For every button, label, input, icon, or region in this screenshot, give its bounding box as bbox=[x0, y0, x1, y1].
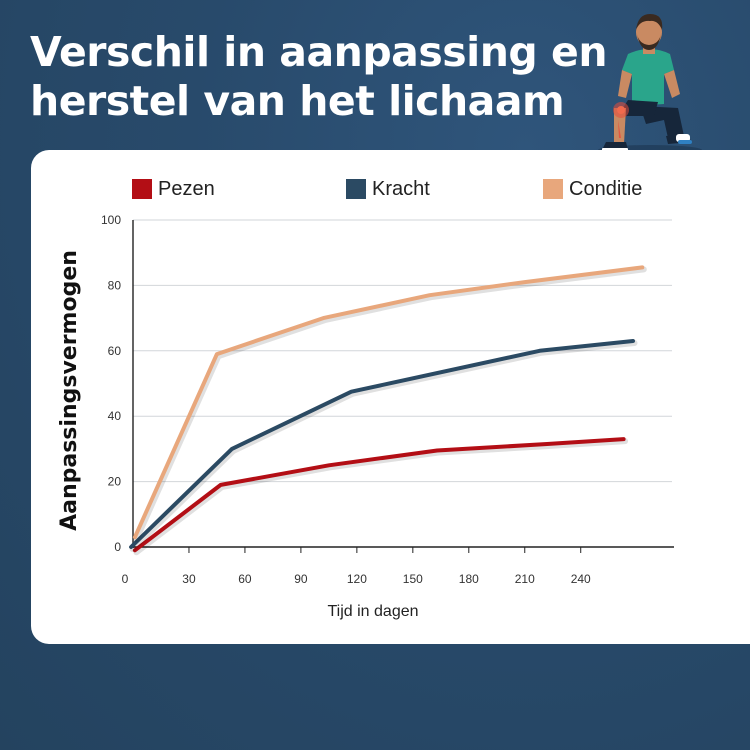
y-tick-label: 100 bbox=[101, 213, 121, 227]
x-tick-label: 180 bbox=[459, 572, 479, 586]
x-tick-label: 0 bbox=[122, 572, 129, 586]
legend-swatch-pezen bbox=[132, 179, 152, 199]
legend-label-kracht: Kracht bbox=[372, 178, 430, 200]
series-line-shadow bbox=[133, 266, 647, 543]
y-tick-label: 20 bbox=[108, 475, 122, 489]
athlete-with-injured-knee-illustration bbox=[598, 14, 702, 155]
y-tick-label: 0 bbox=[114, 540, 121, 554]
x-tick-label: 240 bbox=[571, 572, 591, 586]
chart-card: 0 20 40 60 80 100 0 30 60 90 120 150 180 210 240 Tijd i… bbox=[31, 150, 750, 644]
series-line-kracht bbox=[129, 339, 635, 549]
line-chart: 0 20 40 60 80 100 0 30 60 90 120 150 180 210 240 Tijd i… bbox=[57, 178, 674, 620]
x-axis-title: Tijd in dagen bbox=[327, 603, 418, 620]
x-tick-label: 60 bbox=[238, 572, 252, 586]
y-axis-title: Aanpassingsvermogen bbox=[57, 250, 82, 531]
x-tick-label: 90 bbox=[294, 572, 308, 586]
series-line-pezen bbox=[132, 437, 626, 553]
page-title: Verschil in aanpassing en herstel van he… bbox=[30, 28, 610, 126]
x-tick-label: 30 bbox=[182, 572, 196, 586]
legend-label-pezen: Pezen bbox=[158, 178, 215, 200]
legend-swatch-conditie bbox=[543, 179, 563, 199]
y-tick-label: 80 bbox=[108, 278, 122, 292]
y-tick-label: 40 bbox=[108, 409, 122, 423]
y-tick-label: 60 bbox=[108, 344, 122, 358]
title-line-1: Verschil in aanpassing en bbox=[30, 28, 608, 76]
legend-swatch-kracht bbox=[346, 179, 366, 199]
legend-label-conditie: Conditie bbox=[569, 178, 642, 200]
series-line-shadow bbox=[129, 340, 638, 552]
x-tick-label: 210 bbox=[515, 572, 535, 586]
title-line-2: herstel van het lichaam bbox=[30, 77, 565, 125]
x-tick-label: 120 bbox=[347, 572, 367, 586]
series-line-conditie bbox=[132, 265, 645, 540]
series-line-shadow bbox=[133, 438, 629, 556]
x-tick-label: 150 bbox=[403, 572, 423, 586]
